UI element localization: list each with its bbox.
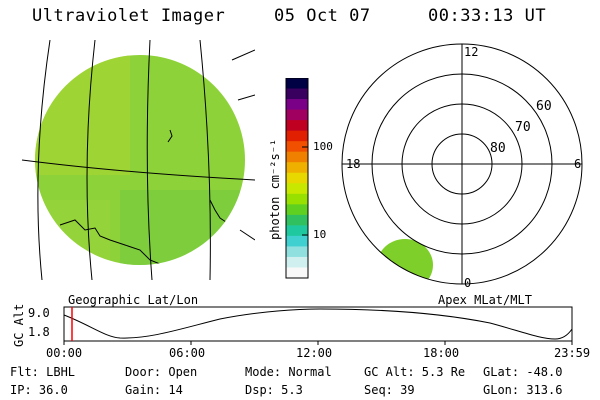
colorbar-unit-label: photon cm⁻²s⁻¹ [268,138,282,240]
altitude-plot [63,306,573,345]
colorbar-cell [286,162,308,174]
xtick-2359: 23:59 [554,346,591,360]
altitude-ytick-top: 9.0 [28,306,50,320]
mlat-label-60: 60 [536,99,552,114]
colorbar-tick-100: 100 [313,140,333,153]
mlt-label-18: 18 [346,157,360,171]
xtick-1200: 12:00 [296,346,333,360]
altitude-ylabel: GC Alt [12,303,26,347]
colorbar-cell [286,246,308,258]
geographic-image [20,40,255,280]
colorbar-cell [286,88,308,100]
colorbar-cell [286,183,308,195]
mlt-label-12: 12 [464,45,478,59]
colorbar-cell [286,225,308,237]
mlt-label-6: 6 [574,157,581,171]
colorbar-cell [286,172,308,184]
colorbar-cell [286,256,308,268]
colorbar [285,78,309,279]
status-glon: GLon: 313.6 [483,383,563,397]
status-gc-alt: GC Alt: 5.3 Re [364,365,466,379]
colorbar-cell [286,193,308,205]
colorbar-cell [286,78,308,90]
xtick-0000: 00:00 [46,346,83,360]
colorbar-cell [286,204,308,216]
coastline [59,219,173,265]
auroral-patch [377,239,433,284]
status-ip: IP: 36.0 [10,383,68,397]
projection-label-geographic: Geographic Lat/Lon [68,293,199,307]
time-label: 00:33:13 UT [428,6,547,26]
altitude-curve [63,308,573,340]
colorbar-cell [286,130,308,142]
colorbar-cell [286,214,308,226]
altitude-ytick-bottom: 1.8 [28,325,50,339]
graticule [21,40,255,280]
colorbar-cell [286,267,308,279]
status-door: Door: Open [125,365,198,379]
polar-plot: 12 18 6 0 60 70 80 [341,43,583,290]
altitude-plot-frame [63,306,573,342]
app-title: Ultraviolet Imager [32,6,226,26]
colorbar-cell [286,141,308,153]
status-dsp: Dsp: 5.3 [245,383,303,397]
mlat-label-70: 70 [515,120,531,135]
colorbar-tick-10: 10 [313,228,327,241]
xtick-1800: 18:00 [423,346,460,360]
colorbar-cell [286,109,308,121]
mlt-label-0: 0 [464,276,471,290]
status-seq: Seq: 39 [364,383,415,397]
status-mode: Mode: Normal [245,365,332,379]
status-gain: Gain: 14 [125,383,183,397]
mlat-label-80: 80 [490,141,506,156]
colorbar-cell [286,99,308,111]
projection-label-apex: Apex MLat/MLT [438,293,532,307]
colorbar-cell [286,235,308,247]
date-label: 05 Oct 07 [274,6,371,26]
colorbar-cell [286,120,308,132]
xtick-0600: 06:00 [169,346,206,360]
colorbar-cell [286,151,308,163]
status-flt: Flt: LBHL [10,365,76,379]
status-glat: GLat: -48.0 [483,365,563,379]
